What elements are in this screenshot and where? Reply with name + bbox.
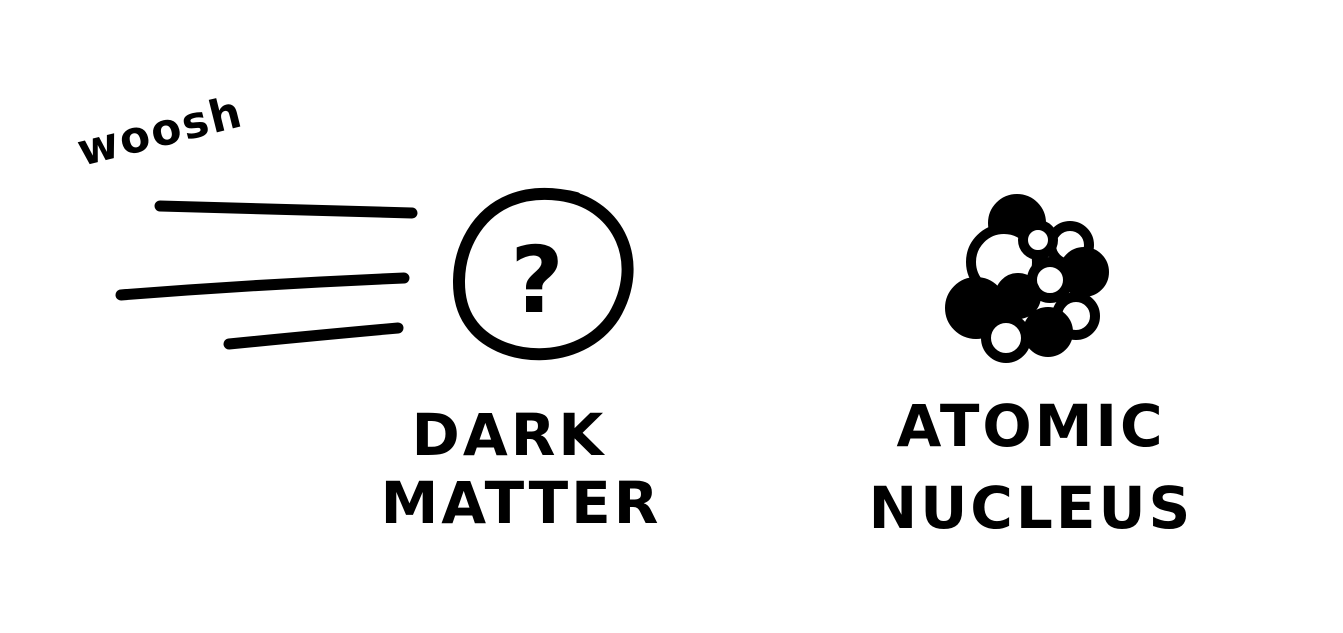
- nucleon: [981, 313, 1031, 363]
- question-mark-icon: ?: [510, 227, 563, 334]
- motion-line-bottom: [223, 322, 404, 350]
- dark-matter-circle: [453, 187, 634, 361]
- motion-line-middle: [115, 272, 410, 301]
- nucleon: [995, 273, 1041, 319]
- atomic-nucleus-cluster: [945, 194, 1109, 363]
- dark-matter-label-line1: DARK: [412, 401, 607, 469]
- nucleon: [1023, 307, 1073, 357]
- woosh-label: woosh: [72, 86, 248, 176]
- dark-matter-particle: ?: [453, 187, 634, 361]
- motion-lines: [115, 200, 418, 350]
- atomic-nucleus-label: ATOMIC NUCLEUS: [869, 392, 1194, 542]
- atomic-nucleus-label-line1: ATOMIC: [896, 392, 1165, 460]
- dark-matter-label: DARK MATTER: [381, 401, 662, 537]
- atomic-nucleus-label-line2: NUCLEUS: [869, 474, 1194, 542]
- motion-line-top: [154, 200, 418, 219]
- dark-matter-label-line2: MATTER: [381, 469, 662, 537]
- nucleon: [1018, 220, 1058, 260]
